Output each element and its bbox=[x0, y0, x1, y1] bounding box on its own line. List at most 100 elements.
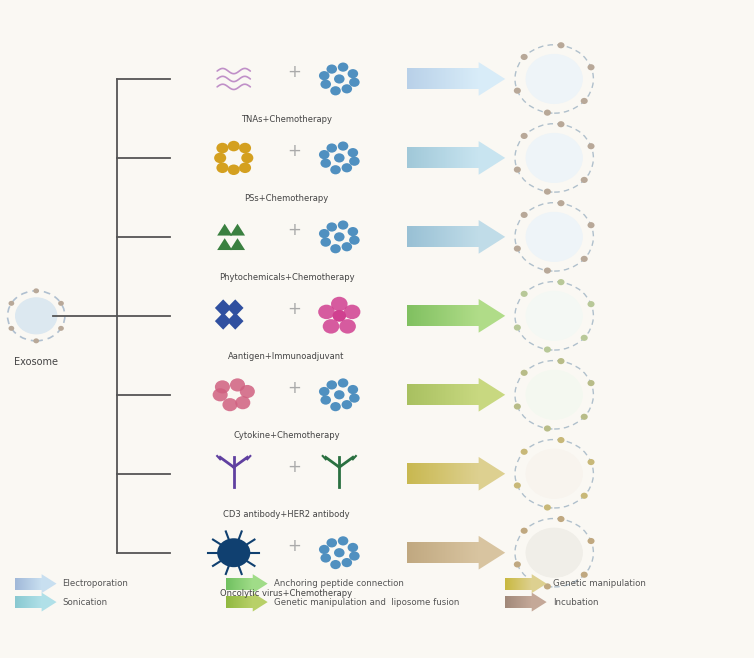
Bar bbox=[233, 578, 234, 590]
Bar bbox=[457, 68, 459, 89]
Bar bbox=[422, 542, 424, 563]
Bar bbox=[410, 226, 412, 247]
Bar bbox=[420, 305, 421, 326]
Bar bbox=[434, 147, 436, 168]
Bar bbox=[235, 578, 236, 590]
Bar bbox=[454, 305, 455, 326]
Bar bbox=[518, 578, 519, 590]
Bar bbox=[241, 578, 242, 590]
Bar bbox=[232, 596, 234, 608]
Bar bbox=[455, 463, 456, 484]
Circle shape bbox=[235, 396, 250, 409]
Text: Incubation: Incubation bbox=[553, 597, 598, 607]
Bar bbox=[15, 596, 16, 608]
Bar bbox=[476, 305, 477, 326]
Bar bbox=[25, 578, 26, 590]
Bar bbox=[243, 578, 244, 590]
Bar bbox=[510, 578, 511, 590]
Bar bbox=[444, 68, 446, 89]
Bar bbox=[520, 596, 522, 608]
Bar bbox=[517, 578, 519, 590]
Bar bbox=[461, 68, 462, 89]
Circle shape bbox=[520, 54, 528, 60]
Bar bbox=[468, 226, 470, 247]
Bar bbox=[232, 578, 233, 590]
Bar bbox=[17, 578, 18, 590]
Circle shape bbox=[326, 222, 337, 232]
Bar bbox=[418, 305, 421, 326]
Bar bbox=[22, 578, 23, 590]
Bar bbox=[21, 578, 23, 590]
Bar bbox=[525, 596, 526, 608]
Bar bbox=[412, 305, 414, 326]
Bar bbox=[412, 463, 414, 484]
Circle shape bbox=[557, 358, 565, 364]
Bar bbox=[410, 305, 412, 326]
Bar bbox=[446, 68, 448, 89]
Bar bbox=[469, 68, 470, 89]
Bar bbox=[251, 596, 252, 608]
Polygon shape bbox=[479, 378, 505, 412]
Bar bbox=[432, 226, 434, 247]
Bar bbox=[240, 596, 241, 608]
Circle shape bbox=[326, 143, 337, 153]
Bar bbox=[457, 463, 459, 484]
Bar bbox=[29, 578, 31, 590]
Bar bbox=[227, 596, 228, 608]
Bar bbox=[36, 596, 38, 608]
Bar bbox=[408, 226, 409, 247]
Bar bbox=[437, 384, 438, 405]
Bar bbox=[430, 147, 431, 168]
Bar bbox=[460, 147, 461, 168]
Bar bbox=[461, 463, 462, 484]
Bar bbox=[442, 384, 443, 405]
Bar bbox=[511, 596, 512, 608]
Bar bbox=[436, 463, 437, 484]
Bar bbox=[450, 147, 452, 168]
Bar bbox=[443, 68, 445, 89]
Circle shape bbox=[557, 279, 565, 285]
Bar bbox=[426, 384, 428, 405]
Circle shape bbox=[333, 310, 346, 322]
Bar bbox=[451, 68, 452, 89]
Bar bbox=[248, 578, 249, 590]
Text: PSs+Chemotherapy: PSs+Chemotherapy bbox=[244, 194, 329, 203]
Bar bbox=[40, 596, 41, 608]
Bar bbox=[459, 384, 461, 405]
Bar bbox=[476, 463, 477, 484]
Bar bbox=[452, 147, 455, 168]
Bar bbox=[507, 578, 509, 590]
Circle shape bbox=[320, 159, 331, 168]
Bar bbox=[514, 578, 516, 590]
Bar bbox=[475, 226, 477, 247]
Bar bbox=[226, 596, 228, 608]
Circle shape bbox=[334, 232, 345, 241]
Bar bbox=[516, 578, 517, 590]
Bar bbox=[411, 463, 412, 484]
Bar bbox=[37, 578, 38, 590]
Bar bbox=[25, 596, 26, 608]
Bar bbox=[507, 578, 508, 590]
Bar bbox=[31, 596, 32, 608]
Bar bbox=[407, 68, 409, 89]
Bar bbox=[23, 596, 24, 608]
Circle shape bbox=[557, 200, 565, 206]
Bar bbox=[522, 596, 523, 608]
Bar bbox=[455, 147, 457, 168]
Bar bbox=[525, 596, 526, 608]
Bar bbox=[247, 596, 248, 608]
Bar bbox=[450, 226, 452, 247]
Bar bbox=[440, 542, 442, 563]
Bar bbox=[468, 68, 470, 89]
Bar bbox=[459, 68, 461, 89]
Bar bbox=[516, 596, 517, 608]
Bar bbox=[25, 596, 26, 608]
Bar bbox=[510, 596, 511, 608]
Bar bbox=[442, 305, 443, 326]
Bar bbox=[451, 305, 452, 326]
Bar bbox=[523, 578, 524, 590]
Bar bbox=[522, 596, 523, 608]
Circle shape bbox=[544, 426, 551, 432]
Bar bbox=[229, 578, 230, 590]
Circle shape bbox=[230, 378, 245, 392]
